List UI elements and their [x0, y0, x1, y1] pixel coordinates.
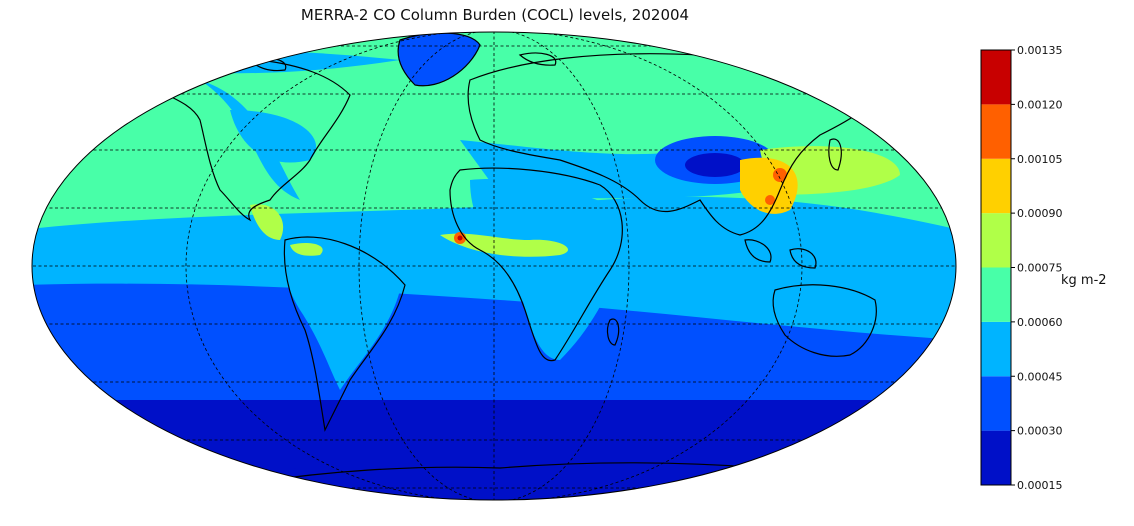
colorbar-swatch: [981, 158, 1011, 214]
colorbar-swatch: [981, 321, 1011, 377]
colorbar-unit-label: kg m-2: [1061, 273, 1107, 288]
globe-outline: [31, 31, 957, 501]
colorbar-swatch: [981, 376, 1011, 431]
colorbar-tick-label: 0.00090: [1017, 207, 1063, 220]
colorbar-swatch: [981, 267, 1011, 322]
colorbar-tick-label: 0.00135: [1017, 44, 1063, 57]
colorbar-tick-label: 0.00045: [1017, 370, 1063, 383]
colorbar-ticks: 0.00015 0.00030 0.00045 0.00060 0.00075 0.000…: [1011, 44, 1063, 492]
colorbar-swatch: [981, 50, 1011, 105]
colorbar-swatch: [981, 104, 1011, 159]
colorbar-tick-label: 0.00120: [1017, 98, 1063, 111]
map-title: MERRA-2 CO Column Burden (COCL) levels, …: [300, 6, 690, 24]
colorbar-tick-label: 0.00075: [1017, 262, 1063, 275]
colorbar-swatch: [981, 430, 1011, 485]
colorbar-swatches: [981, 50, 1011, 485]
colorbar-swatch: [981, 213, 1011, 268]
colorbar-tick-label: 0.00015: [1017, 479, 1063, 492]
colorbar-tick-label: 0.00060: [1017, 316, 1063, 329]
colorbar-tick-label: 0.00030: [1017, 425, 1063, 438]
colorbar-tick-label: 0.00105: [1017, 153, 1063, 166]
